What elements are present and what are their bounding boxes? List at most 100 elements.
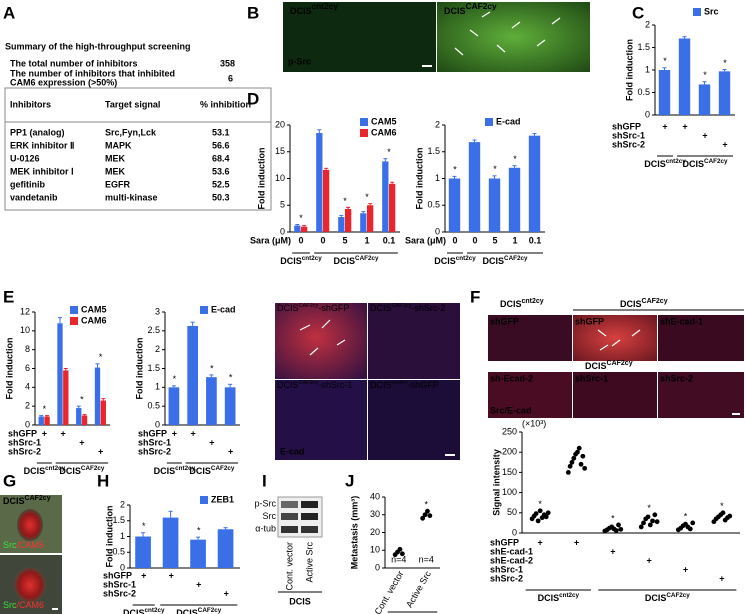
- point: [575, 449, 580, 455]
- row-mark: +: [209, 437, 214, 447]
- label-part: DCIS: [483, 256, 505, 266]
- y-tick-label: 2: [120, 499, 125, 509]
- y-tick-label: 0.5: [147, 401, 160, 411]
- y-tick-label: 100: [502, 487, 517, 497]
- row-mark: +: [662, 121, 667, 131]
- label-part: DCIS: [24, 466, 46, 476]
- label: DCISCAF2cy: [585, 360, 633, 371]
- row-label: shSrc-2: [8, 446, 41, 456]
- label: Cont. vector: [284, 542, 294, 591]
- point: [613, 528, 619, 533]
- label-part: -shGFP: [408, 380, 439, 390]
- significance: *: [720, 501, 724, 511]
- y-axis-label: Fold induction: [414, 148, 424, 210]
- point: [618, 526, 624, 532]
- label-part: DCIS: [334, 256, 356, 266]
- row-mark: +: [141, 570, 146, 580]
- bar: [44, 416, 50, 425]
- point: [647, 522, 653, 528]
- y-axis-label: Fold induction: [134, 338, 144, 400]
- row-mark: +: [228, 446, 233, 456]
- bar: [224, 387, 236, 425]
- significance: *: [387, 147, 391, 157]
- legend-swatch: [200, 496, 208, 504]
- bar: [100, 400, 106, 425]
- significance: *: [142, 521, 146, 531]
- label: DCIScnt2cy-shGFP: [370, 380, 439, 390]
- label: p-Src: [254, 498, 276, 508]
- legend-swatch: [200, 306, 208, 314]
- row-mark: +: [169, 570, 174, 580]
- point: [397, 546, 403, 552]
- y-tick-label: 2: [25, 401, 30, 411]
- label: shSrc-1: [575, 373, 608, 383]
- label-part: CAF2cy: [642, 298, 668, 305]
- label-part: cnt2cy: [392, 380, 408, 386]
- y-tick-label: 0: [375, 562, 380, 572]
- y-tick-label: 20: [275, 119, 285, 129]
- label: E-cad: [280, 446, 305, 456]
- row-label: shGFP: [138, 428, 167, 438]
- label-part: cnt2cy: [175, 465, 195, 472]
- row-mark: +: [647, 555, 652, 565]
- label-part: cnt2cy: [559, 592, 579, 599]
- label-part: DCIS: [370, 380, 392, 390]
- label-part: DCIS: [444, 6, 466, 16]
- bar: [448, 178, 461, 232]
- y-tick-label: 30: [370, 509, 380, 519]
- label: DCIS: [289, 596, 311, 606]
- label: The number of inhibitors that inhibited: [10, 68, 175, 78]
- panel-letter: I: [262, 471, 267, 490]
- label: DCISCAF2cy: [645, 592, 690, 603]
- label: Src/CAM6: [3, 600, 44, 610]
- y-tick-label: 2: [645, 19, 650, 29]
- label-part: -shSrc-1: [318, 380, 352, 390]
- y-tick-label: 12: [20, 306, 30, 316]
- label-part: DCIS: [620, 299, 642, 309]
- bar: [389, 183, 396, 232]
- label-part: DCIS: [59, 466, 81, 476]
- point: [533, 511, 539, 517]
- label-part: DCIS: [123, 608, 145, 614]
- label-part: Src: [3, 540, 17, 550]
- label-part: CAF2cy: [666, 592, 690, 599]
- label: DCISCAF2cy: [334, 255, 379, 266]
- image-f-4: [488, 372, 572, 418]
- y-tick-label: 10: [275, 173, 285, 183]
- significance: *: [210, 363, 214, 373]
- point: [422, 512, 428, 518]
- significance: *: [703, 70, 707, 80]
- table-header: Target signal: [105, 99, 160, 109]
- point: [543, 514, 549, 520]
- image-f-6: [658, 372, 744, 418]
- bar: [301, 226, 308, 232]
- row-mark: +: [42, 428, 47, 438]
- bar: [698, 84, 711, 115]
- row-mark: +: [224, 588, 229, 598]
- point: [569, 459, 575, 465]
- point: [727, 513, 733, 519]
- y-axis-label: Fold induction: [104, 506, 114, 568]
- table-cell: EGFR: [105, 179, 131, 189]
- label-part: DCIS: [277, 380, 299, 390]
- label-part: CAF2cy: [198, 607, 222, 614]
- table-cell: gefitinib: [10, 179, 45, 189]
- point: [578, 461, 584, 467]
- y-tick-label: 1.5: [637, 42, 650, 52]
- row-label: shGFP: [8, 428, 37, 438]
- table-cell: PP1 (analog): [10, 127, 65, 137]
- legend-label: CAM5: [81, 304, 107, 314]
- bar: [316, 133, 323, 232]
- bar: [508, 167, 521, 232]
- significance: *: [538, 499, 542, 509]
- x-tick-label: 0: [472, 235, 477, 245]
- label: α-tub: [255, 523, 276, 533]
- panel-letter: D: [247, 89, 259, 108]
- y-tick-label: 1.5: [427, 146, 440, 156]
- row-label: shGFP: [103, 570, 132, 580]
- label: DCISCAF2cy: [444, 1, 497, 16]
- significance: *: [493, 164, 497, 174]
- y-axis-label: Fold induction: [256, 148, 266, 210]
- row-label: shGFP: [490, 537, 519, 547]
- x-tick-label: 5: [492, 235, 497, 245]
